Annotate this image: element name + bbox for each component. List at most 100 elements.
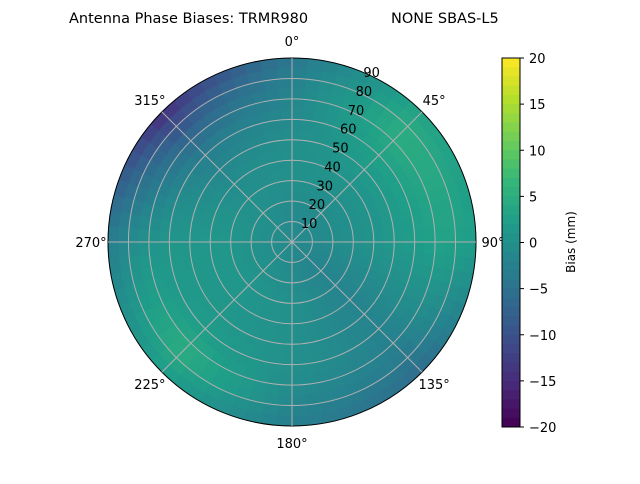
colorbar-segment — [502, 58, 520, 68]
colorbar-segment — [502, 297, 520, 308]
heatmap-cell — [290, 414, 309, 427]
heatmap-cell — [281, 129, 293, 141]
radial-tick-label: 80 — [356, 85, 373, 100]
angular-gridline — [161, 111, 293, 243]
colorbar-tick-label: −20 — [529, 421, 556, 436]
heatmap-cell — [209, 241, 221, 250]
heatmap-cell — [275, 57, 294, 70]
heatmap-cell — [373, 233, 385, 243]
heatmap-cell — [274, 414, 293, 427]
colorbar-segment — [502, 224, 520, 234]
colorbar-segment — [502, 141, 520, 151]
heatmap-cell — [179, 241, 191, 253]
colorbar-segment — [502, 205, 520, 216]
colorbar-tick-label: 15 — [529, 98, 546, 113]
colorbar-tick-label: −5 — [529, 283, 548, 298]
colorbar-segment — [502, 390, 520, 400]
colorbar-segment — [502, 94, 520, 105]
heatmap-cell — [276, 67, 294, 80]
heatmap-cell — [275, 404, 293, 417]
heatmap-cell — [286, 180, 293, 192]
heatmap-cell — [158, 241, 171, 254]
heatmap-cell — [148, 240, 160, 255]
radial-tick-labels: 10 20 30 40 50 60 70 80 90 — [301, 66, 380, 232]
heatmap-cell — [291, 78, 308, 90]
heatmap-cell — [138, 227, 150, 243]
heatmap-cell — [128, 240, 140, 257]
heatmap-cell — [291, 323, 301, 335]
heatmap-cell — [403, 231, 415, 243]
colorbar-segment — [502, 113, 520, 124]
heatmap-cell — [189, 249, 202, 261]
angular-tick-label: 90° — [481, 236, 504, 251]
heatmap-cell — [413, 230, 426, 243]
colorbar-segment — [502, 399, 520, 410]
radial-tick-label: 60 — [340, 123, 357, 138]
colorbar-segment — [502, 214, 520, 225]
heatmap-cell — [300, 352, 314, 365]
colorbar-segment — [502, 325, 520, 336]
radial-tick-label: 30 — [316, 179, 333, 194]
heatmap-cell — [291, 313, 300, 325]
radial-tick-label: 10 — [301, 217, 318, 232]
radial-tick-label: 50 — [332, 142, 349, 157]
heatmap-cell — [403, 241, 415, 254]
colorbar-segment — [502, 242, 520, 253]
heatmap-cell — [342, 236, 354, 243]
chart-title-left: Antenna Phase Biases: TRMR980 — [69, 11, 308, 27]
heatmap-cell — [291, 292, 298, 304]
colorbar-segment — [502, 380, 520, 391]
colorbar-segment — [502, 307, 520, 317]
heatmap-cell — [291, 363, 304, 376]
heatmap-cell — [179, 250, 192, 262]
heatmap-cell — [402, 220, 415, 234]
heatmap-cell — [454, 241, 467, 259]
heatmap-cell — [107, 240, 120, 259]
heatmap-cell — [382, 223, 395, 235]
heatmap-cell — [291, 98, 306, 110]
heatmap-cell — [291, 353, 303, 365]
heatmap-cell — [424, 241, 436, 256]
colorbar-segment — [502, 334, 520, 345]
angular-tick-label: 315° — [134, 94, 165, 109]
angular-gridline — [161, 241, 293, 373]
heatmap-cell — [279, 98, 294, 110]
heatmap-cell — [454, 226, 467, 244]
colorbar-tick-label: 0 — [529, 237, 537, 252]
colorbar-segment — [502, 177, 520, 188]
colorbar-segment — [502, 76, 520, 87]
radial-tick-label: 40 — [324, 160, 341, 175]
angular-tick-label: 45° — [423, 94, 446, 109]
heatmap-cell — [117, 240, 130, 258]
heatmap-cell — [291, 88, 307, 100]
colorbar-segment — [502, 371, 520, 382]
colorbar-segment — [502, 85, 520, 96]
colorbar-tick-label: 20 — [529, 52, 546, 67]
heatmap-cell — [444, 241, 456, 258]
colorbar: 20 15 10 5 0 −5 −10 −15 −20 — [501, 52, 556, 436]
colorbar-segment — [502, 408, 520, 419]
heatmap-cell — [363, 234, 375, 243]
angular-tick-label: 270° — [75, 236, 106, 251]
colorbar-segment — [502, 362, 520, 373]
heatmap-cell — [220, 241, 232, 249]
heatmap-cell — [464, 225, 477, 244]
heatmap-cell — [291, 67, 309, 80]
heatmap-cell — [199, 241, 211, 251]
heatmap-cell — [291, 57, 310, 70]
colorbar-tick-label: 10 — [529, 144, 546, 159]
heatmap-cell — [393, 231, 405, 243]
colorbar-segment — [502, 104, 520, 114]
colorbar-segment — [502, 279, 520, 290]
heatmap-cell — [290, 404, 308, 417]
angular-tick-label: 135° — [418, 378, 449, 393]
colorbar-tick-label: −10 — [529, 329, 556, 344]
heatmap-cell — [291, 302, 299, 314]
heatmap-cell — [277, 384, 293, 396]
heatmap-cell — [189, 241, 201, 252]
heatmap-cell — [284, 159, 293, 171]
heatmap-cell — [434, 228, 446, 244]
heatmap-cell — [277, 78, 294, 90]
colorbar-segment — [502, 67, 520, 77]
